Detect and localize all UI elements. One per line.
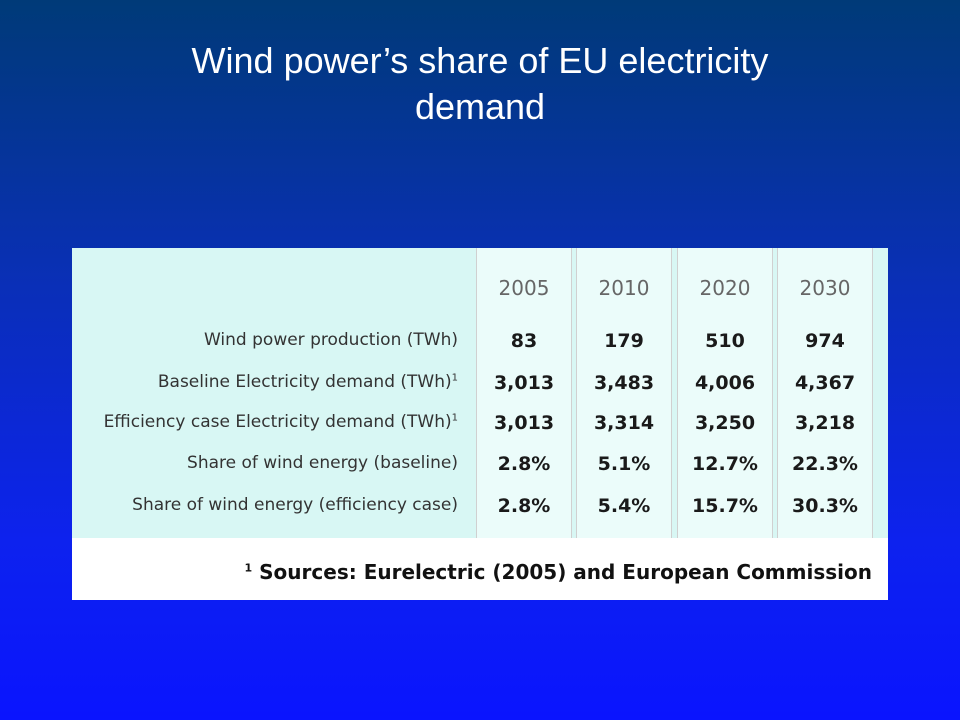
row-label-baseline-demand: Baseline Electricity demand (TWh)1 [157,372,458,392]
year-header-2005: 2005 [498,276,550,300]
column-2005: 2005 83 3,013 3,013 2.8% 2.8% [477,248,571,538]
row-label-efficiency-demand: Efficiency case Electricity demand (TWh)… [103,412,458,432]
cell-2005-share-baseline: 2.8% [497,453,551,475]
slide-title: Wind power’s share of EU electricity dem… [0,38,960,130]
data-table: Wind power production (TWh) Baseline Ele… [72,248,888,538]
cell-2010-share-baseline: 5.1% [597,453,651,475]
cell-2020-share-baseline: 12.7% [692,453,758,475]
year-header-2020: 2020 [699,276,751,300]
cell-2010-efficiency-demand: 3,314 [593,412,655,434]
cell-2010-wind-production: 179 [604,330,644,352]
slide-title-line-1: Wind power’s share of EU electricity [191,40,769,81]
slide-title-line-2: demand [414,86,546,127]
cell-2005-efficiency-demand: 3,013 [493,412,555,434]
cell-2030-share-efficiency: 30.3% [792,495,858,517]
year-header-2030: 2030 [799,276,851,300]
cell-2010-share-efficiency: 5.4% [597,495,651,517]
cell-2020-share-efficiency: 15.7% [692,495,758,517]
cell-2005-baseline-demand: 3,013 [493,372,555,394]
cell-2020-baseline-demand: 4,006 [694,372,756,394]
data-table-panel: Wind power production (TWh) Baseline Ele… [72,248,888,600]
cell-2030-share-baseline: 22.3% [792,453,858,475]
cell-2010-baseline-demand: 3,483 [593,372,655,394]
cell-2030-efficiency-demand: 3,218 [794,412,856,434]
cell-2005-share-efficiency: 2.8% [497,495,551,517]
cell-2020-efficiency-demand: 3,250 [694,412,756,434]
cell-2030-baseline-demand: 4,367 [794,372,856,394]
column-2010: 2010 179 3,483 3,314 5.1% 5.4% [577,248,671,538]
column-2030: 2030 974 4,367 3,218 22.3% 30.3% [778,248,872,538]
row-label-share-efficiency: Share of wind energy (efficiency case) [132,495,458,515]
source-footnote: 1 Sources: Eurelectric (2005) and Europe… [245,560,872,584]
cell-2005-wind-production: 83 [510,330,538,352]
footnote-mark: 1 [244,561,253,575]
footnote-text: Sources: Eurelectric (2005) and European… [259,560,872,584]
cell-2020-wind-production: 510 [705,330,745,352]
cell-2030-wind-production: 974 [805,330,845,352]
year-header-2010: 2010 [598,276,650,300]
column-2020: 2020 510 4,006 3,250 12.7% 15.7% [678,248,772,538]
row-label-wind-production: Wind power production (TWh) [204,330,458,350]
row-label-share-baseline: Share of wind energy (baseline) [187,453,458,473]
